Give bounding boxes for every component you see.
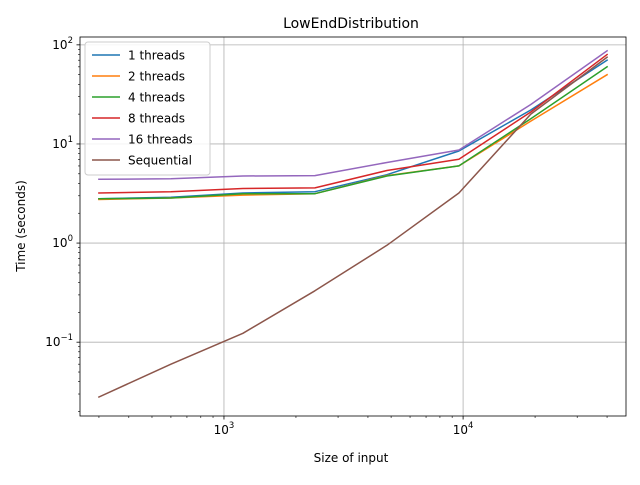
- chart-title: LowEndDistribution: [283, 16, 419, 32]
- series-line-16-threads: [98, 49, 609, 181]
- y-tick-label: 101: [52, 135, 73, 151]
- legend-label: Sequential: [128, 154, 192, 168]
- x-axis-label: Size of input: [314, 451, 389, 465]
- legend-label: 8 threads: [128, 112, 185, 126]
- y-axis-ticks: 10−1 100 101 102: [45, 36, 80, 412]
- x-tick-label: 104: [453, 421, 474, 437]
- legend-label: 16 threads: [128, 133, 193, 147]
- legend-label: 1 threads: [128, 49, 185, 63]
- legend: 1 threads 2 threads 4 threads 8 threads 16 t…: [84, 41, 211, 176]
- series-line-sequential: [97, 56, 609, 398]
- y-tick-label: 102: [52, 36, 73, 52]
- x-axis-ticks: 103 104: [98, 416, 608, 437]
- legend-label: 4 threads: [128, 91, 185, 105]
- y-tick-label: 100: [52, 234, 73, 250]
- legend-label: 2 threads: [128, 70, 185, 84]
- plot-frame: [79, 36, 627, 417]
- x-tick-label: 103: [214, 421, 235, 437]
- y-tick-label: 10−1: [45, 333, 73, 349]
- y-axis-label: Time (seconds): [14, 180, 28, 273]
- series-line-8-threads: [98, 53, 609, 194]
- plot-lines: [97, 49, 609, 398]
- series-line-1-threads: [98, 59, 609, 200]
